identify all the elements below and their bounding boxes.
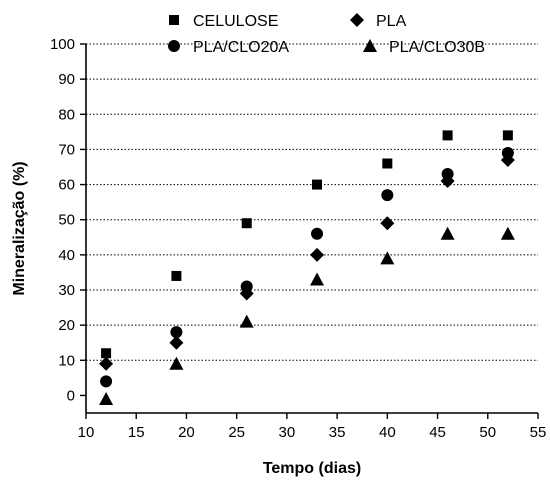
x-tick-label: 35 xyxy=(329,424,346,441)
series-pla-clo20a xyxy=(100,146,514,388)
data-point xyxy=(382,158,393,169)
y-tick-label: 90 xyxy=(58,71,75,88)
x-tick-label: 40 xyxy=(379,424,396,441)
axes: 0 10 20 30 40 50 60 70 80 90 100 10 15 20 25 30 35 40 45 50… xyxy=(50,36,546,441)
x-tick-label: 15 xyxy=(128,424,145,441)
data-point xyxy=(169,335,184,350)
data-point xyxy=(240,280,253,293)
data-point xyxy=(501,146,514,159)
data-point xyxy=(171,270,182,281)
data-point xyxy=(99,356,114,371)
y-axis-title: Mineralização (%) xyxy=(11,161,28,295)
legend-label: PLA xyxy=(376,13,407,30)
series-celulose xyxy=(101,130,513,359)
data-point xyxy=(310,272,325,286)
x-tick-label: 45 xyxy=(429,424,446,441)
data-point xyxy=(502,130,513,141)
y-tick-label: 70 xyxy=(58,141,75,158)
data-point xyxy=(500,226,515,240)
y-tick-label: 10 xyxy=(58,352,75,369)
series-pla xyxy=(99,152,515,371)
data-point xyxy=(312,179,323,190)
data-point xyxy=(311,227,324,240)
legend-label: CELULOSE xyxy=(193,13,278,30)
x-tick-label: 55 xyxy=(530,424,547,441)
data-point xyxy=(380,216,395,231)
data-point xyxy=(241,218,252,229)
x-axis-title: Tempo (dias) xyxy=(263,460,361,477)
y-tick-label: 40 xyxy=(58,247,75,264)
data-point xyxy=(169,356,184,370)
legend-label: PLA/CLO30B xyxy=(389,39,485,56)
x-tick-label: 10 xyxy=(78,424,95,441)
legend-item: PLA/CLO20A xyxy=(168,39,289,56)
x-tick-label: 50 xyxy=(479,424,496,441)
legend-item: CELULOSE xyxy=(169,13,278,30)
legend: CELULOSE PLA PLA/CLO20A PLA/CLO30B xyxy=(168,13,485,56)
data-point xyxy=(100,375,113,388)
data-point xyxy=(239,314,254,328)
grid xyxy=(86,43,538,361)
y-tick-label: 0 xyxy=(67,387,75,404)
legend-item: PLA xyxy=(350,13,407,30)
x-tick-label: 30 xyxy=(279,424,296,441)
legend-marker xyxy=(168,40,180,52)
y-tick-label: 100 xyxy=(50,36,75,53)
data-point xyxy=(380,251,395,265)
data-points xyxy=(99,130,515,405)
y-tick-label: 60 xyxy=(58,177,75,194)
x-tick-label: 25 xyxy=(228,424,245,441)
legend-label: PLA/CLO20A xyxy=(193,39,289,56)
data-point xyxy=(441,168,454,181)
legend-marker xyxy=(169,15,179,25)
legend-marker xyxy=(363,39,377,52)
y-tick-label: 30 xyxy=(58,282,75,299)
data-point xyxy=(99,391,114,405)
legend-marker xyxy=(350,13,364,27)
data-point xyxy=(170,326,183,339)
data-point xyxy=(442,130,453,141)
y-tick-label: 50 xyxy=(58,212,75,229)
data-point xyxy=(101,348,112,359)
y-tick-label: 20 xyxy=(58,317,75,334)
data-point xyxy=(310,247,325,262)
legend-item: PLA/CLO30B xyxy=(363,39,485,56)
data-point xyxy=(381,189,394,202)
x-tick-label: 20 xyxy=(178,424,195,441)
series-pla-clo30b xyxy=(99,226,515,405)
data-point xyxy=(440,226,455,240)
y-tick-label: 80 xyxy=(58,106,75,123)
